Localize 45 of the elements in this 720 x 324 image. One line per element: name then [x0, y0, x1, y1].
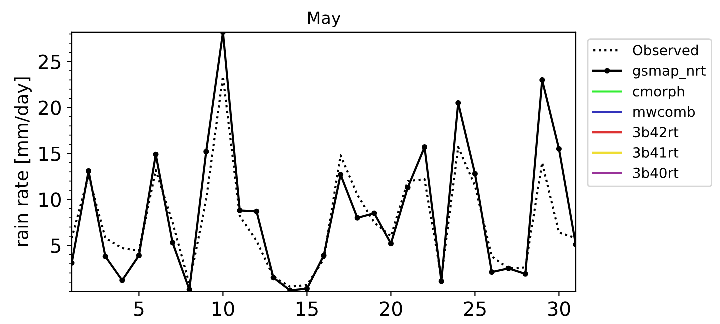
point: [270, 275, 276, 281]
x-tick-label: 5: [134, 302, 144, 316]
legend-label: 3b41rt: [633, 147, 679, 158]
point: [136, 252, 142, 259]
legend-label: mwcomb: [634, 106, 696, 118]
y-axis-title: rain rate [mm/day]: [14, 78, 32, 246]
point: [405, 184, 411, 191]
point: [254, 208, 260, 214]
point: [338, 172, 344, 178]
x-tick-label: 10: [212, 302, 234, 316]
point: [556, 146, 562, 152]
legend-label: 3b40rt: [633, 168, 679, 178]
point: [153, 152, 159, 158]
y-tick-label: 20: [38, 100, 61, 116]
point: [489, 270, 495, 276]
point: [321, 252, 327, 259]
y-tick-label: 5: [51, 238, 61, 254]
y-tick-label: 15: [40, 146, 61, 162]
legend-label: cmorph: [633, 86, 684, 100]
x-tick-label: 25: [464, 302, 486, 316]
point: [102, 254, 108, 260]
point: [438, 278, 444, 284]
legend-label: 3b42rt: [633, 126, 679, 138]
legend-label: Observed: [633, 44, 698, 56]
point: [170, 240, 176, 246]
x-tick-label: 30: [548, 302, 570, 316]
y-tick-label: 10: [40, 192, 61, 208]
point: [522, 271, 528, 277]
legend-label: gsmap_nrt: [633, 66, 706, 80]
point: [456, 100, 462, 106]
x-tick-label: 20: [380, 302, 402, 316]
point: [354, 215, 360, 221]
point: [237, 208, 243, 214]
y-tick-label: 25: [38, 54, 61, 70]
point: [540, 77, 546, 83]
point: [120, 278, 126, 284]
point: [372, 210, 378, 216]
point: [506, 266, 512, 272]
point: [422, 144, 428, 150]
point: [204, 149, 210, 155]
point: [86, 168, 92, 174]
chart-title: May: [308, 12, 341, 28]
x-tick-label: 15: [296, 302, 318, 316]
point: [388, 241, 394, 247]
point: [472, 171, 478, 177]
